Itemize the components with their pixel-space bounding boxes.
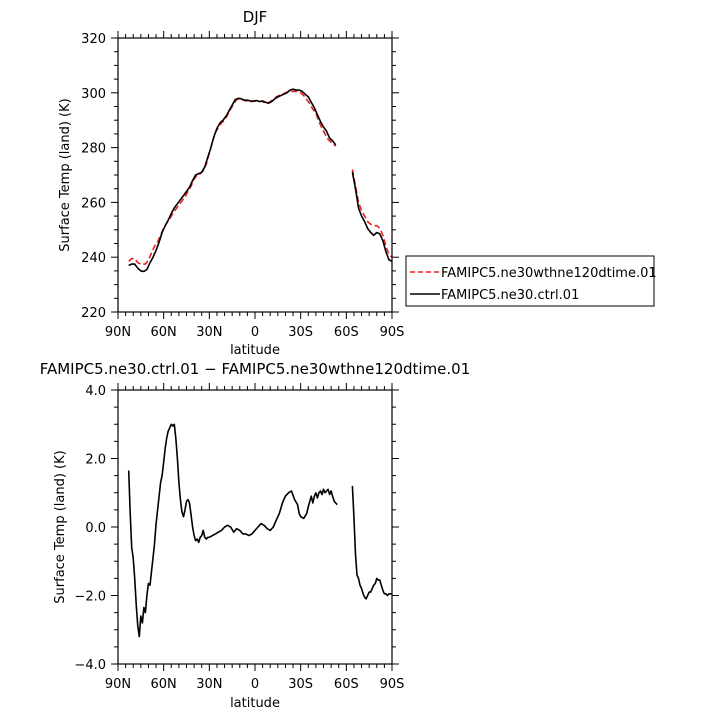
y-tick-label: 4.0 [85,384,106,399]
top-panel-series-line-1 [351,172,393,263]
x-tick-label: 30N [196,677,222,692]
bottom-panel-series-line-0 [127,423,338,638]
x-tick-label: 60N [151,677,177,692]
y-tick-label: 220 [81,306,106,321]
x-tick-label: 90N [105,677,131,692]
bottom-panel-series-line-0 [351,485,392,600]
y-tick-label: 280 [81,142,106,157]
bottom-panel-frame [117,389,393,665]
y-tick-label: 240 [81,251,106,266]
x-tick-label: 60N [151,325,177,340]
top-panel-series-line-0 [128,90,337,265]
x-tick-label: 30S [288,677,313,692]
x-tick-label: 30N [196,325,222,340]
top-panel-ylabel: Surface Temp (land) (K) [58,98,73,251]
y-tick-label: 260 [81,196,106,211]
x-tick-label: 90S [380,325,405,340]
x-tick-label: 0 [251,677,259,692]
bottom-panel-ticks: 90N 60N 30N 0 30S 60S 90S −4.0 −2.0 0.0 2.0 4.0 [74,383,404,692]
y-tick-label: 2.0 [85,453,106,468]
x-tick-label: 60S [334,677,359,692]
x-tick-label: 90N [105,325,131,340]
legend-label-ctrl: FAMIPC5.ne30.ctrl.01 [441,288,579,303]
top-panel-xlabel: latitude [230,343,280,358]
top-panel-series-line-1 [128,88,337,273]
x-tick-label: 0 [251,325,259,340]
y-tick-label: 300 [81,87,106,102]
x-tick-label: 30S [288,325,313,340]
legend: FAMIPC5.ne30wthne120dtime.01 FAMIPC5.ne3… [405,255,657,307]
y-tick-label: 320 [81,32,106,47]
bottom-panel-xlabel: latitude [230,696,280,711]
top-panel-frame [117,37,393,313]
x-tick-label: 90S [380,677,405,692]
y-tick-label: 0.0 [85,521,106,536]
y-tick-label: −4.0 [74,658,106,673]
top-panel-ticks: 90N 60N 30N 0 30S 60S 90S 220 240 260 280 300 320 [81,31,404,340]
legend-label-exp: FAMIPC5.ne30wthne120dtime.01 [441,266,657,281]
x-tick-label: 60S [334,325,359,340]
top-panel-lines [128,88,393,273]
bottom-panel-ylabel: Surface Temp (land) (K) [53,450,68,603]
y-tick-label: −2.0 [74,590,106,605]
top-panel-title: DJF [243,8,268,26]
legend-box [405,255,655,307]
bottom-panel-title: FAMIPC5.ne30.ctrl.01 − FAMIPC5.ne30wthne… [40,360,471,378]
bottom-panel-lines [127,423,392,638]
top-panel-series-line-0 [351,169,393,258]
